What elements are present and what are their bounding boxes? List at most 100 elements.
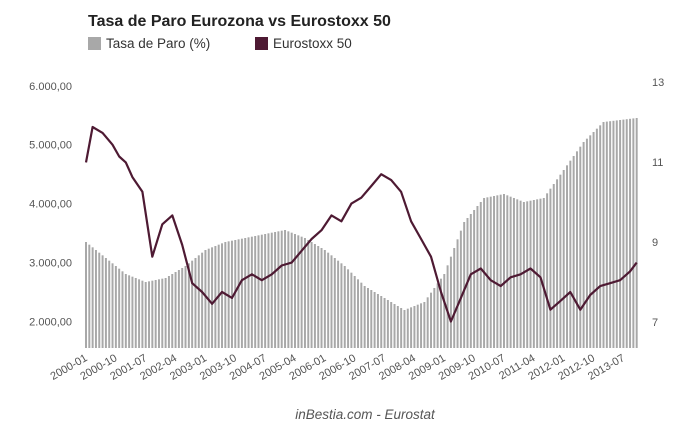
unemployment-bar [277, 231, 280, 348]
unemployment-bar [516, 199, 519, 348]
unemployment-bar [244, 238, 247, 348]
unemployment-bar [605, 121, 608, 348]
unemployment-bar [575, 151, 578, 348]
legend-swatch-eurostoxx [255, 37, 268, 50]
unemployment-bar [337, 260, 340, 348]
unemployment-bar [280, 230, 283, 348]
unemployment-bar [373, 292, 376, 348]
unemployment-bar [88, 244, 91, 348]
unemployment-bar [167, 276, 170, 348]
unemployment-bar [635, 118, 638, 348]
unemployment-bar [629, 118, 632, 348]
unemployment-bar [522, 202, 525, 348]
unemployment-bar [353, 276, 356, 348]
unemployment-bar [191, 260, 194, 348]
unemployment-bar [609, 121, 612, 348]
unemployment-bar [85, 242, 87, 348]
unemployment-bar [556, 179, 559, 348]
unemployment-bar [174, 272, 177, 348]
unemployment-bar [164, 278, 167, 348]
unemployment-bar [400, 308, 403, 348]
unemployment-bar [274, 232, 277, 348]
legend-label-unemployment: Tasa de Paro (%) [106, 36, 210, 51]
unemployment-bar [357, 279, 360, 348]
y-axis-left: 2.000,00 3.000,00 4.000,00 5.000,00 6.000,00 [29, 81, 72, 329]
unemployment-bar [287, 231, 290, 348]
unemployment-bar [430, 292, 432, 348]
unemployment-bar [599, 125, 602, 348]
unemployment-bar [327, 252, 330, 348]
unemployment-bar [406, 308, 409, 348]
unemployment-bar [473, 210, 476, 348]
unemployment-bar [347, 269, 350, 348]
unemployment-bar [264, 234, 267, 348]
unemployment-bar [108, 260, 111, 348]
unemployment-bar [595, 128, 598, 348]
unemployment-bar [230, 240, 233, 348]
unemployment-bar [237, 239, 240, 348]
unemployment-bar [486, 197, 489, 348]
y-axis-right: 7 9 11 13 [652, 77, 664, 329]
unemployment-bar [506, 195, 509, 348]
y-right-tick-label: 11 [652, 157, 663, 169]
unemployment-bar [313, 244, 316, 348]
unemployment-bar [118, 268, 121, 348]
unemployment-bar [310, 242, 313, 348]
y-right-tick-label: 13 [652, 77, 664, 89]
unemployment-bar [300, 236, 303, 348]
y-left-tick-label: 5.000,00 [29, 140, 72, 152]
unemployment-bar [546, 193, 549, 348]
unemployment-bar [131, 276, 134, 348]
chart-title: Tasa de Paro Eurozona vs Eurostoxx 50 [88, 13, 391, 30]
unemployment-bar [426, 297, 429, 348]
eurostoxx-line-layer [84, 125, 638, 323]
unemployment-bar [317, 246, 320, 348]
unemployment-bar [177, 270, 180, 348]
unemployment-bar [98, 252, 101, 348]
unemployment-bar [104, 258, 107, 348]
unemployment-bar [360, 282, 363, 348]
unemployment-bar [479, 202, 482, 348]
unemployment-bar [396, 306, 399, 348]
unemployment-bar [582, 142, 585, 348]
unemployment-bar [343, 266, 346, 348]
unemployment-bar [552, 184, 555, 348]
unemployment-bar [449, 256, 452, 348]
y-left-tick-label: 2.000,00 [29, 316, 72, 328]
unemployment-bar [439, 278, 442, 348]
unemployment-bar [214, 246, 217, 348]
unemployment-bar [619, 120, 622, 348]
unemployment-bar [542, 198, 545, 348]
unemployment-bar [157, 279, 160, 348]
unemployment-bar [612, 120, 615, 348]
unemployment-bar [194, 258, 197, 348]
unemployment-bar [303, 238, 306, 348]
unemployment-bar [101, 255, 104, 348]
unemployment-bar [154, 280, 157, 348]
unemployment-bar [376, 294, 379, 348]
unemployment-bar [496, 195, 499, 348]
unemployment-bar [615, 120, 618, 349]
unemployment-bar [386, 300, 389, 348]
unemployment-bar [383, 298, 386, 348]
unemployment-bar [526, 201, 529, 348]
unemployment-bar [443, 274, 446, 348]
unemployment-bar [569, 160, 572, 348]
unemployment-bar [456, 239, 459, 348]
unemployment-bars [85, 118, 638, 349]
unemployment-bar [307, 240, 310, 348]
x-axis: 2000-012000-102001-072002-042003-012003-… [49, 352, 627, 383]
unemployment-bar [549, 188, 552, 348]
unemployment-bar [410, 307, 413, 348]
unemployment-bar [148, 281, 151, 348]
unemployment-bar [413, 306, 416, 348]
unemployment-bar [128, 275, 131, 348]
unemployment-bar [529, 200, 532, 348]
unemployment-bar [493, 196, 496, 348]
unemployment-bar [297, 235, 300, 348]
unemployment-bar [416, 304, 419, 348]
unemployment-bar [446, 265, 449, 348]
unemployment-bar [632, 118, 635, 349]
unemployment-bar [622, 119, 625, 348]
unemployment-bar [420, 303, 423, 348]
